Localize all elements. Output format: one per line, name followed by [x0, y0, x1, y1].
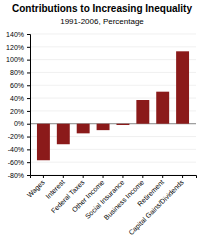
y-tick-mark: [27, 162, 30, 163]
y-tick-mark: [27, 47, 30, 48]
y-tick-label: -80%: [8, 172, 24, 179]
x-tick-mark: [122, 175, 123, 178]
y-tick: 0%: [14, 120, 30, 127]
x-tick-label: Capital Gains/Dividends: [127, 178, 186, 237]
axis-line: [31, 176, 197, 179]
grid: [30, 34, 196, 175]
x-tick-mark: [142, 175, 143, 178]
x-tick-label: Wages: [26, 178, 47, 199]
x-tick-mark: [162, 175, 163, 178]
x-tick-mark: [182, 175, 183, 178]
grid-line: [30, 59, 196, 60]
x-tick: Capital Gains/Dividends: [127, 175, 186, 237]
bar: [136, 100, 149, 124]
y-tick-label: -40%: [8, 146, 24, 153]
y-tick-label: 40%: [10, 95, 24, 102]
y-tick: -80%: [8, 172, 30, 179]
grid-line: [30, 162, 196, 163]
grid-line: [30, 98, 196, 99]
bar: [116, 124, 129, 125]
y-tick: 40%: [10, 95, 30, 102]
bar: [97, 124, 110, 130]
y-tick-label: 80%: [10, 69, 24, 76]
y-tick-label: 140%: [6, 31, 24, 38]
chart: Contributions to Increasing Inequality 19…: [0, 0, 204, 247]
grid-line: [30, 85, 196, 86]
y-tick-label: 0%: [14, 120, 24, 127]
x-tick: Federal Taxes: [50, 175, 86, 214]
title: Contributions to Increasing Inequality: [12, 3, 192, 14]
y-tick-mark: [27, 34, 30, 35]
y-tick-label: 120%: [6, 44, 24, 51]
y-tick: -20%: [8, 133, 30, 140]
x-tick-mark: [103, 175, 104, 178]
bar: [57, 124, 70, 145]
axis-line: [27, 35, 31, 176]
bar: [77, 124, 90, 134]
grid-line: [30, 46, 196, 47]
x-tick-mark: [63, 175, 64, 178]
y-axis: -80% -60% -40% -20% 0% 20% 40% 60% 80% 100% 120% 14…: [6, 31, 30, 179]
y-tick-label: 20%: [10, 108, 24, 115]
x-tick-mark: [43, 175, 44, 178]
x-axis: WagesInterestFederal TaxesOther IncomeSo…: [26, 175, 197, 237]
y-tick: 60%: [10, 82, 30, 89]
x-tick-mark: [83, 175, 84, 178]
y-tick-mark: [27, 137, 30, 138]
y-tick: 20%: [10, 108, 30, 115]
x-tick-label: Federal Taxes: [50, 178, 86, 214]
grid-line: [30, 72, 196, 73]
y-tick-mark: [27, 60, 30, 61]
y-tick: -40%: [8, 146, 30, 153]
y-tick: 100%: [6, 56, 30, 63]
subtitle: 1991-2006, Percentage: [60, 17, 144, 26]
bar: [156, 92, 169, 124]
bar: [37, 124, 50, 161]
plot-area: [37, 51, 189, 160]
y-tick-mark: [27, 111, 30, 112]
y-tick-mark: [27, 98, 30, 99]
y-tick-label: -20%: [8, 133, 24, 140]
y-tick: 120%: [6, 44, 30, 51]
grid-line: [30, 123, 196, 124]
grid-line: [30, 136, 196, 137]
y-tick-mark: [27, 149, 30, 150]
y-tick-label: 60%: [10, 82, 24, 89]
y-tick-mark: [27, 72, 30, 73]
grid-line: [30, 34, 196, 35]
y-tick-label: 100%: [6, 56, 24, 63]
grid-line: [30, 110, 196, 111]
y-tick-mark: [27, 175, 30, 176]
grid-line: [30, 149, 196, 150]
y-tick: 140%: [6, 31, 30, 38]
y-tick: 80%: [10, 69, 30, 76]
x-tick: Business Income: [103, 175, 146, 221]
y-tick-mark: [27, 124, 30, 125]
y-tick: -60%: [8, 159, 30, 166]
bar: [176, 51, 189, 123]
chart-container: Contributions to Increasing Inequality 19…: [0, 0, 204, 247]
y-tick-mark: [27, 85, 30, 86]
y-tick-label: -60%: [8, 159, 24, 166]
